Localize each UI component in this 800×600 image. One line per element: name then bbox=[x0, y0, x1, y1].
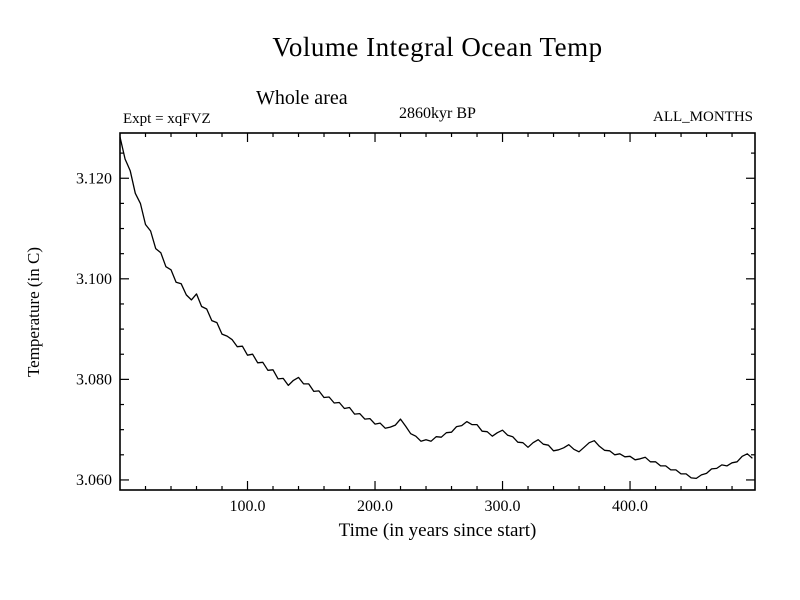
svg-text:400.0: 400.0 bbox=[612, 498, 648, 515]
chart-title: Volume Integral Ocean Temp bbox=[272, 32, 603, 62]
x-axis-label: Time (in years since start) bbox=[338, 520, 537, 541]
svg-text:3.060: 3.060 bbox=[76, 472, 112, 489]
y-axis-label: Temperature (in C) bbox=[24, 246, 43, 378]
plot-frame bbox=[119, 132, 756, 491]
axis-ticks bbox=[120, 133, 755, 490]
experiment-label: Expt = xqFVZ bbox=[123, 111, 211, 127]
svg-text:300.0: 300.0 bbox=[485, 498, 521, 515]
svg-text:200.0: 200.0 bbox=[357, 498, 393, 515]
svg-text:3.080: 3.080 bbox=[76, 371, 112, 388]
temperature-line bbox=[119, 136, 753, 480]
axis-tick-labels: 100.0 200.0 300.0 400.0 3.060 3.080 3.100 3.120 bbox=[76, 170, 648, 515]
svg-text:3.120: 3.120 bbox=[76, 170, 112, 187]
svg-text:3.100: 3.100 bbox=[76, 271, 112, 288]
months-label: ALL_MONTHS bbox=[653, 109, 753, 125]
chart-subtitle: Whole area bbox=[256, 87, 348, 109]
date-label: 2860kyr BP bbox=[399, 105, 476, 122]
svg-text:100.0: 100.0 bbox=[230, 498, 266, 515]
